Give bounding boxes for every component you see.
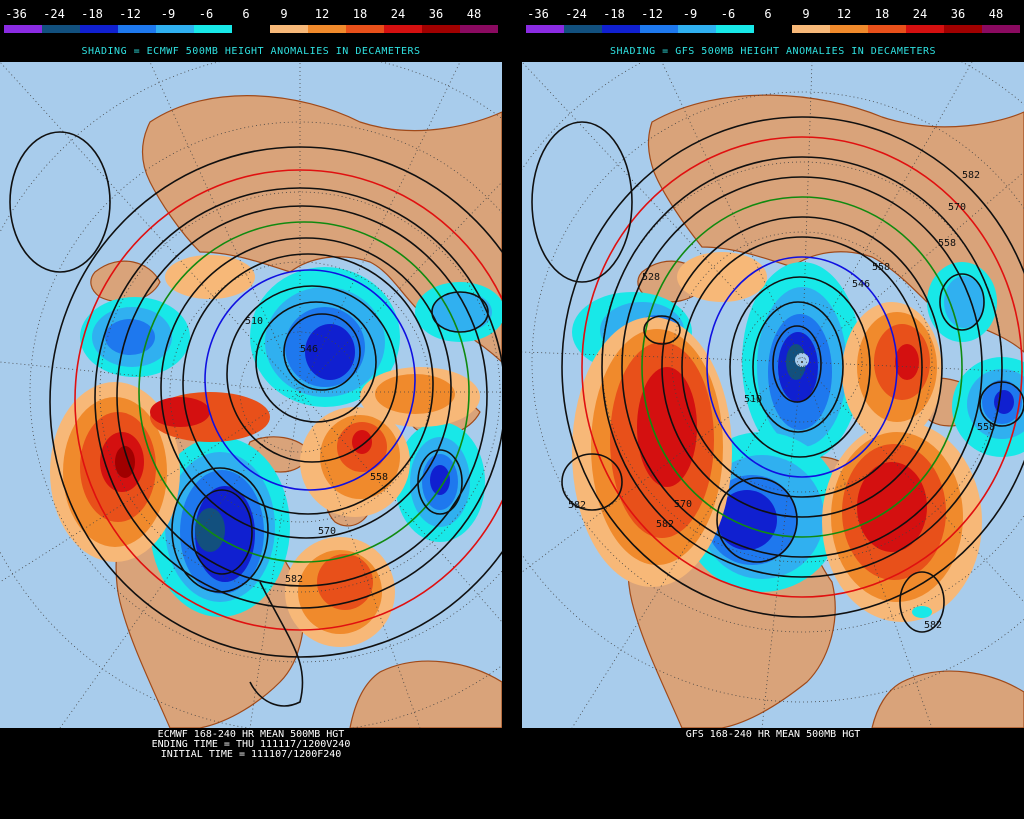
- legend-label: 48: [988, 7, 1004, 21]
- legend-label: 18: [352, 7, 368, 21]
- color-legend-bar: [526, 25, 1020, 33]
- positive-anomaly-europe: [360, 367, 480, 427]
- legend-swatch: [716, 25, 754, 33]
- legend-label: 36: [428, 7, 444, 21]
- contour-label: 510: [245, 316, 263, 327]
- map-caption: ECMWF 168-240 HR MEAN 500MB HGT ENDING T…: [0, 730, 502, 760]
- caption-line: INITIAL TIME = 111107/1200F240: [160, 749, 342, 760]
- legend-label: -24: [565, 7, 587, 21]
- legend-swatch: [346, 25, 384, 33]
- positive-anomaly-east-us: [822, 422, 982, 622]
- legend-swatch: [564, 25, 602, 33]
- legend-label: -12: [119, 7, 141, 21]
- legend-label: 6: [764, 7, 772, 21]
- legend-label: -18: [81, 7, 103, 21]
- legend-label: 24: [390, 7, 406, 21]
- height-contours: [531, 116, 1024, 633]
- land-south-america: [349, 660, 502, 728]
- legend-swatch: [640, 25, 678, 33]
- legend-label: -6: [720, 7, 736, 21]
- legend-labels: -36 -24 -18 -12 -9 -6 6 9 12 18 24 36 48: [0, 6, 502, 22]
- legend-swatch: [944, 25, 982, 33]
- legend-swatch: [792, 25, 830, 33]
- legend-swatch: [80, 25, 118, 33]
- contour-label: 582: [285, 574, 303, 585]
- contour-label: 546: [852, 279, 870, 290]
- contour-label: 570: [948, 202, 966, 213]
- legend-swatch: [602, 25, 640, 33]
- caption-line: GFS 168-240 HR MEAN 500MB HGT: [685, 729, 861, 740]
- gfs-panel: -36 -24 -18 -12 -9 -6 6 9 12 18 24 36 48…: [522, 0, 1024, 819]
- legend-swatch: [156, 25, 194, 33]
- legend-swatch: [526, 25, 564, 33]
- legend-swatch: [4, 25, 42, 33]
- height-anomaly-map: 510 546 558 570 582: [0, 62, 502, 728]
- legend-swatch: [460, 25, 498, 33]
- positive-anomaly-siberia: [165, 255, 255, 299]
- legend-swatch: [422, 25, 460, 33]
- contour-label: 558: [872, 262, 890, 273]
- legend-swatch: [384, 25, 422, 33]
- contour-label: 558: [938, 238, 956, 249]
- contour-label: 510: [744, 394, 762, 405]
- legend-label: 24: [912, 7, 928, 21]
- positive-anomaly-north-pacific: [50, 382, 180, 562]
- legend-label: 36: [950, 7, 966, 21]
- contour-labels: 510 546 558 570 582: [245, 316, 388, 585]
- panel-divider: [502, 0, 522, 819]
- contour-labels: 582 570 558 558 546 528 510 582 582 570 …: [568, 170, 995, 631]
- caption-line: ECMWF 168-240 HR MEAN 500MB HGT: [157, 729, 345, 740]
- legend-label: 12: [836, 7, 852, 21]
- legend-label: 18: [874, 7, 890, 21]
- caption-line: ENDING TIME = THU 111117/1200V240: [151, 739, 351, 750]
- legend-swatch: [906, 25, 944, 33]
- contour-label: 582: [924, 620, 942, 631]
- contour-label: 570: [318, 526, 336, 537]
- legend-label: 9: [280, 7, 288, 21]
- legend-label: -9: [160, 7, 176, 21]
- legend-label: 48: [466, 7, 482, 21]
- legend-swatch: [42, 25, 80, 33]
- legend-swatch: [678, 25, 716, 33]
- legend-label: -36: [527, 7, 549, 21]
- legend-swatch: [982, 25, 1020, 33]
- height-contours: [9, 131, 502, 707]
- legend-swatch: [868, 25, 906, 33]
- contour-label: 558: [370, 472, 388, 483]
- map-subtitle: SHADING = GFS 500MB HEIGHT ANOMALIES IN …: [609, 46, 937, 57]
- legend-swatch: [308, 25, 346, 33]
- legend-label: 12: [314, 7, 330, 21]
- contour-label: 528: [642, 272, 660, 283]
- contour-label: 558: [977, 422, 995, 433]
- contour-label: 582: [962, 170, 980, 181]
- negative-anomaly-caribbean: [912, 606, 932, 618]
- contour-label: 582: [568, 500, 586, 511]
- legend-swatch: [754, 25, 792, 33]
- negative-anomaly-pacific: [80, 297, 190, 377]
- legend-labels: -36 -24 -18 -12 -9 -6 6 9 12 18 24 36 48: [522, 6, 1024, 22]
- legend-label: -36: [5, 7, 27, 21]
- legend-label: -18: [603, 7, 625, 21]
- ecmwf-panel: -36 -24 -18 -12 -9 -6 6 9 12 18 24 36 48…: [0, 0, 502, 819]
- legend-label: 9: [802, 7, 810, 21]
- legend-swatch: [194, 25, 232, 33]
- legend-label: 6: [242, 7, 250, 21]
- map-caption: GFS 168-240 HR MEAN 500MB HGT: [522, 730, 1024, 740]
- legend-label: -9: [682, 7, 698, 21]
- legend-label: -24: [43, 7, 65, 21]
- legend-swatch: [830, 25, 868, 33]
- contour-label: 582: [656, 519, 674, 530]
- legend-swatch: [232, 25, 270, 33]
- contour-label: 570: [674, 499, 692, 510]
- height-anomaly-map: 582 570 558 558 546 528 510 582 582 570 …: [522, 62, 1024, 728]
- contour-label: 546: [300, 344, 318, 355]
- land-asia: [141, 95, 502, 363]
- legend-swatch: [270, 25, 308, 33]
- map-subtitle: SHADING = ECMWF 500MB HEIGHT ANOMALIES I…: [81, 46, 421, 57]
- color-legend-bar: [4, 25, 498, 33]
- legend-swatch: [118, 25, 156, 33]
- legend-label: -12: [641, 7, 663, 21]
- legend-label: -6: [198, 7, 214, 21]
